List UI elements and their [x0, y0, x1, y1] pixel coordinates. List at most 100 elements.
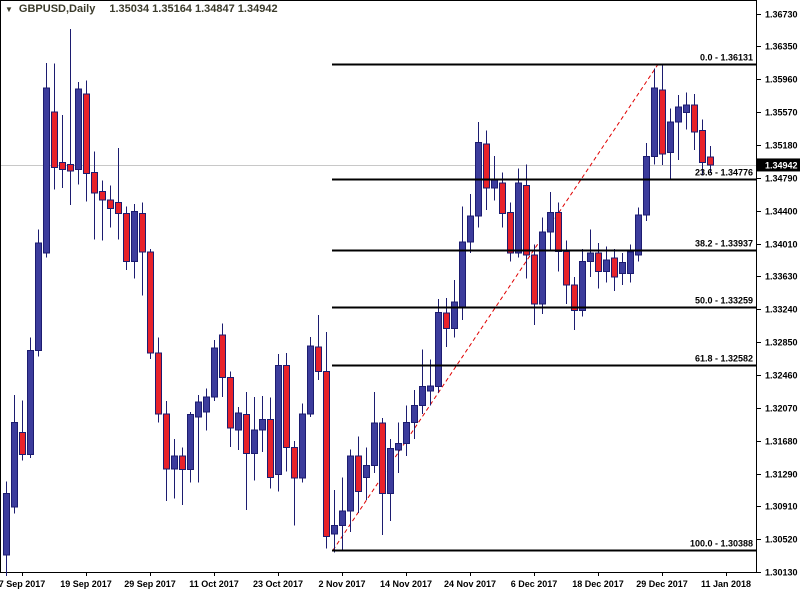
- candle-bull: [27, 349, 34, 455]
- y-tick-label: 1.30130: [765, 568, 798, 578]
- symbol-dropdown-icon[interactable]: ▼: [5, 5, 13, 14]
- candle-bull: [171, 455, 178, 470]
- candle-bull: [131, 211, 138, 263]
- candle-bear: [179, 455, 186, 471]
- candle-bull: [387, 447, 394, 494]
- y-tick-label: 1.36730: [765, 10, 798, 20]
- candle-bear: [243, 414, 250, 455]
- y-tick-label: 1.32850: [765, 338, 798, 348]
- x-axis[interactable]: 7 Sep 2017 19 Sep 2017 29 Sep 2017 11 Oct 2…: [0, 572, 751, 589]
- candle-bear: [563, 250, 570, 286]
- x-tick-label: 7 Sep 2017: [0, 579, 45, 589]
- candle-bear: [99, 190, 106, 201]
- candle-bear: [267, 419, 274, 478]
- y-tick-label: 1.32460: [765, 371, 798, 381]
- candle-bull: [251, 429, 258, 455]
- y-tick-label: 1.32070: [765, 404, 798, 414]
- candle-bear: [147, 251, 154, 354]
- candle-bull: [411, 404, 418, 423]
- candle-bull: [643, 156, 650, 216]
- candle-bull: [203, 396, 210, 413]
- candle-bull: [435, 311, 442, 388]
- x-tick-label: 19 Sep 2017: [60, 579, 112, 589]
- candle-bear: [91, 172, 98, 194]
- candle-bull: [275, 365, 282, 476]
- candle-bull: [211, 347, 218, 398]
- candle-bull: [627, 251, 634, 274]
- candle-bear: [691, 104, 698, 133]
- candle-bull: [75, 88, 82, 170]
- candle-bear: [67, 163, 74, 172]
- candle-bear: [163, 413, 170, 470]
- candle-bull: [11, 421, 18, 508]
- candle-bear: [355, 455, 362, 493]
- candle-bull: [651, 87, 658, 158]
- candle-bull: [547, 211, 554, 233]
- candle-bull: [451, 301, 458, 329]
- candle-bull: [331, 524, 338, 535]
- fib-level-label: 0.0 - 1.36131: [700, 53, 753, 63]
- candle-bull: [603, 259, 610, 273]
- y-axis[interactable]: 1.36730 1.36350 1.35960 1.35570 1.35180 1.347…: [756, 10, 798, 578]
- candle-bear: [523, 184, 530, 256]
- candle-bear: [115, 201, 122, 214]
- candle-bear: [555, 211, 562, 252]
- candle-bull: [299, 413, 306, 479]
- candle-bear: [699, 129, 706, 164]
- candle-bear: [227, 376, 234, 429]
- candle-bear: [707, 156, 714, 166]
- candle-bear: [155, 352, 162, 415]
- candle-bull: [339, 510, 346, 526]
- plot-area[interactable]: [0, 0, 757, 573]
- candle-bull: [347, 455, 354, 512]
- candle-bull: [635, 214, 642, 256]
- candle-bull: [371, 422, 378, 466]
- candle-bear: [219, 334, 226, 378]
- candle-bear: [51, 111, 58, 169]
- fib-level-label: 100.0 - 1.30388: [690, 539, 753, 549]
- fib-level-label: 38.2 - 1.33937: [695, 239, 753, 249]
- x-tick-label: 11 Oct 2017: [189, 579, 239, 589]
- x-tick-label: 2 Nov 2017: [318, 579, 365, 589]
- chart-symbol-period: GBPUSD,Daily: [18, 3, 96, 15]
- candle-bear: [611, 257, 618, 278]
- candle-bear: [83, 93, 90, 175]
- current-price-box: [757, 158, 800, 172]
- x-tick-label: 18 Dec 2017: [572, 579, 624, 589]
- candle-bull: [675, 106, 682, 123]
- fib-level-label: 61.8 - 1.32582: [695, 354, 753, 364]
- candle-bear: [59, 162, 66, 170]
- candle-bear: [139, 212, 146, 253]
- candle-bull: [419, 386, 426, 406]
- y-tick-label: 1.35570: [765, 108, 798, 118]
- x-tick-label: 6 Dec 2017: [511, 579, 558, 589]
- y-tick-label: 1.30520: [765, 535, 798, 545]
- x-tick-label: 29 Dec 2017: [636, 579, 688, 589]
- candle-bear: [123, 212, 130, 263]
- candle-bear: [107, 199, 114, 209]
- candle-bull: [35, 242, 42, 351]
- fib-level-label: 50.0 - 1.33259: [695, 296, 753, 306]
- x-tick-label: 11 Jan 2018: [701, 579, 751, 589]
- y-tick-label: 1.35180: [765, 141, 798, 151]
- y-tick-label: 1.34400: [765, 207, 798, 217]
- candle-bull: [467, 215, 474, 243]
- y-tick-label: 1.36350: [765, 42, 798, 52]
- x-tick-label: 14 Nov 2017: [380, 579, 432, 589]
- candle-bull: [491, 178, 498, 189]
- x-tick-label: 29 Sep 2017: [124, 579, 176, 589]
- candle-bear: [291, 447, 298, 479]
- candle-bull: [667, 121, 674, 153]
- candle-bear: [531, 254, 538, 305]
- fibonacci-retracement[interactable]: 0.0 - 1.36131 23.6 - 1.34776 38.2 - 1.3393…: [332, 53, 756, 552]
- y-tick-label: 1.34010: [765, 240, 798, 250]
- candle-bull: [259, 419, 266, 431]
- candle-bull: [195, 401, 202, 418]
- chart-title: ▼ GBPUSD,Daily 1.35034 1.35164 1.34847 1.3…: [5, 3, 278, 15]
- candles-series: [3, 28, 714, 577]
- candle-bull: [187, 414, 194, 471]
- y-tick-label: 1.33240: [765, 305, 798, 315]
- candle-bull: [235, 412, 242, 431]
